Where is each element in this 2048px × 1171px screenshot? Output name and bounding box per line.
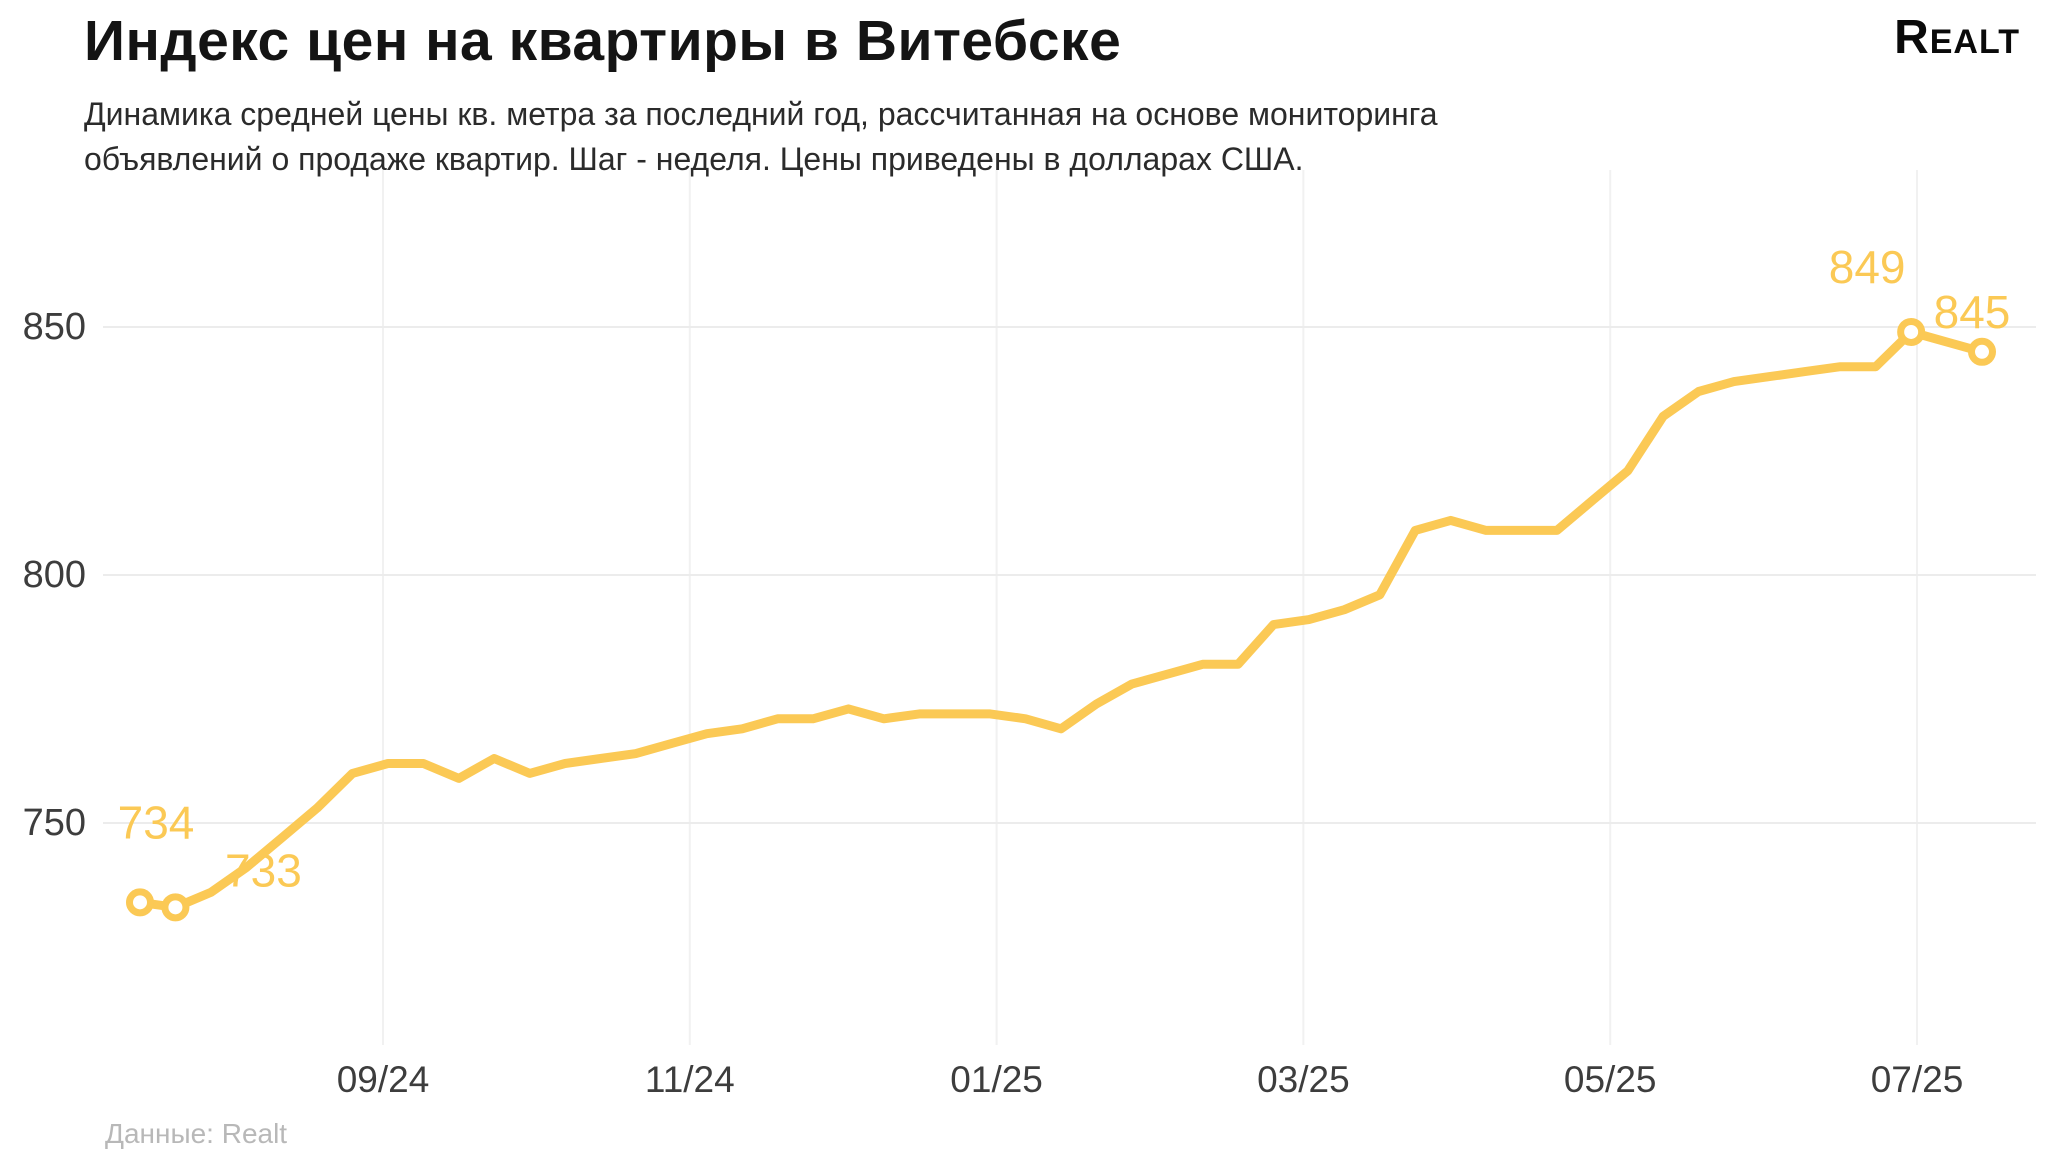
- data-point-label: 845: [1934, 286, 2011, 338]
- data-point-marker: [161, 893, 190, 922]
- x-tick-label: 11/24: [645, 1059, 735, 1100]
- y-tick-label: 750: [23, 802, 86, 844]
- page-subtitle: Динамика средней цены кв. метра за после…: [84, 92, 1438, 182]
- data-point-label: 849: [1829, 241, 1906, 293]
- y-tick-label: 800: [23, 554, 86, 596]
- y-tick-label: 850: [23, 306, 86, 348]
- price-line: [135, 327, 1987, 912]
- subtitle-line-1: Динамика средней цены кв. метра за после…: [84, 96, 1438, 132]
- data-point-marker: [126, 888, 154, 917]
- x-tick-label: 05/25: [1564, 1059, 1657, 1100]
- data-point-label: 734: [118, 796, 195, 848]
- data-point-marker: [1897, 317, 1926, 346]
- x-tick-label: 07/25: [1871, 1059, 1964, 1100]
- x-tick-label: 01/25: [950, 1059, 1043, 1100]
- x-tick-label: 09/24: [337, 1059, 430, 1100]
- x-tick-label: 03/25: [1257, 1059, 1350, 1100]
- data-point-label: 733: [225, 844, 302, 896]
- realt-logo: Realt: [1894, 11, 2020, 64]
- data-point-marker: [1968, 337, 1996, 366]
- page-title: Индекс цен на квартиры в Витебске: [84, 9, 1122, 73]
- subtitle-line-2: объявлений о продаже квартир. Шаг - неде…: [84, 141, 1304, 177]
- data-source-label: Данные: Realt: [105, 1118, 288, 1149]
